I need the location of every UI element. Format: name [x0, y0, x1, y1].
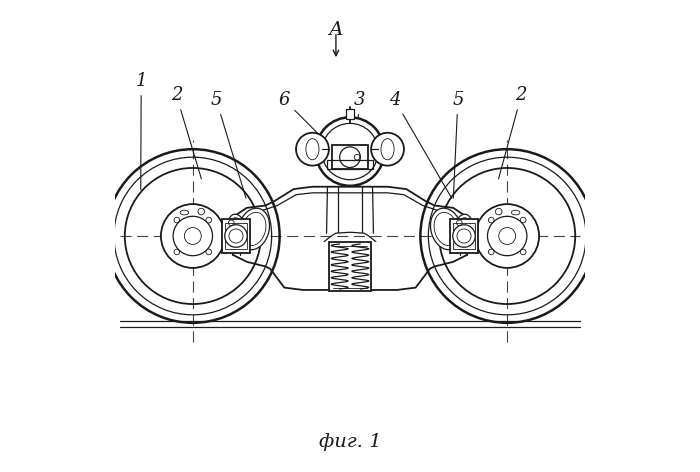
Bar: [450, 219, 478, 253]
Text: А: А: [328, 21, 343, 39]
Circle shape: [296, 133, 329, 166]
Circle shape: [371, 133, 404, 166]
Bar: [329, 242, 371, 291]
Circle shape: [225, 225, 247, 247]
Ellipse shape: [453, 214, 473, 246]
Text: 6: 6: [279, 91, 322, 138]
Ellipse shape: [430, 208, 462, 250]
Bar: [222, 219, 250, 253]
Bar: [332, 145, 368, 169]
Text: 1: 1: [135, 72, 147, 190]
Circle shape: [161, 204, 225, 268]
Bar: [346, 110, 354, 118]
Text: фиг. 1: фиг. 1: [318, 433, 382, 451]
Circle shape: [316, 117, 384, 186]
Bar: [453, 223, 475, 249]
Ellipse shape: [238, 208, 270, 250]
Circle shape: [453, 225, 475, 247]
Text: 2: 2: [498, 86, 527, 179]
Circle shape: [173, 216, 213, 256]
Circle shape: [498, 228, 516, 244]
Circle shape: [104, 148, 281, 324]
Circle shape: [487, 216, 527, 256]
Text: 5: 5: [211, 91, 246, 198]
Text: 5: 5: [452, 91, 463, 198]
Bar: [225, 223, 247, 249]
Text: 2: 2: [171, 86, 202, 179]
Bar: [328, 160, 372, 169]
Text: 4: 4: [389, 91, 452, 198]
Circle shape: [475, 204, 539, 268]
Ellipse shape: [228, 214, 247, 246]
Circle shape: [419, 148, 596, 324]
Text: 3: 3: [354, 91, 365, 170]
Circle shape: [184, 228, 202, 244]
